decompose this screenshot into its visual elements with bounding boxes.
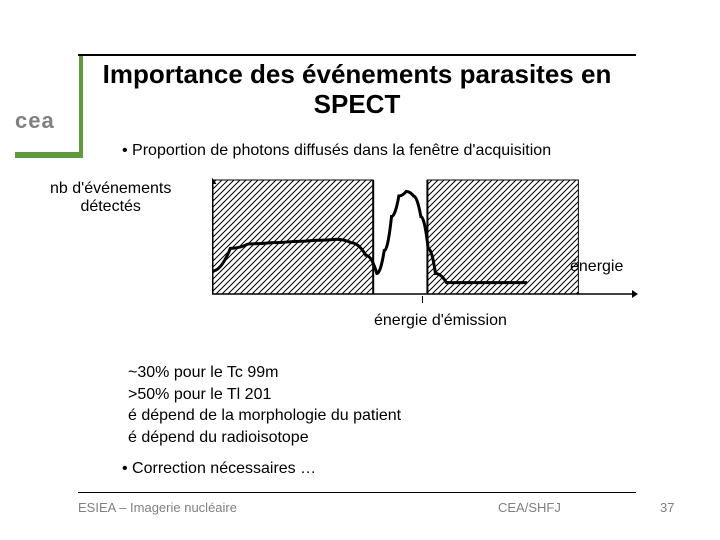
footer-left: ESIEA – Imagerie nucléaire <box>78 500 237 515</box>
slide-title: Importance des événements parasites en S… <box>78 60 636 120</box>
footer-rule <box>78 492 636 493</box>
bullet-proportion: • Proportion de photons diffusés dans la… <box>122 142 551 160</box>
cea-logo: cea <box>15 108 55 134</box>
top-rule <box>78 54 636 56</box>
line-tc99m: ~30% pour le Tc 99m <box>128 362 401 384</box>
up-arrow-icon: é <box>128 429 137 446</box>
line-tl201: >50% pour le Tl 201 <box>128 384 401 406</box>
line-radioisotope: é dépend du radioisotope <box>128 427 401 449</box>
line-radioisotope-text: dépend du radioisotope <box>137 429 309 446</box>
footer-center: CEA/SHFJ <box>498 500 561 515</box>
footer-page-number: 37 <box>660 500 674 515</box>
chart-y-label: nb d'événementsdétectés <box>50 180 171 217</box>
chart-x-label-below: énergie d'émission <box>374 312 507 330</box>
energy-spectrum-chart <box>212 178 638 300</box>
line-morphology-text: dépend de la morphologie du patient <box>137 407 401 424</box>
bullet-correction: • Correction nécessaires … <box>122 460 316 478</box>
up-arrow-icon: é <box>128 407 137 424</box>
line-morphology: é dépend de la morphologie du patient <box>128 405 401 427</box>
green-accent-bar <box>15 152 83 158</box>
body-text-block: ~30% pour le Tc 99m >50% pour le Tl 201 … <box>128 362 401 448</box>
